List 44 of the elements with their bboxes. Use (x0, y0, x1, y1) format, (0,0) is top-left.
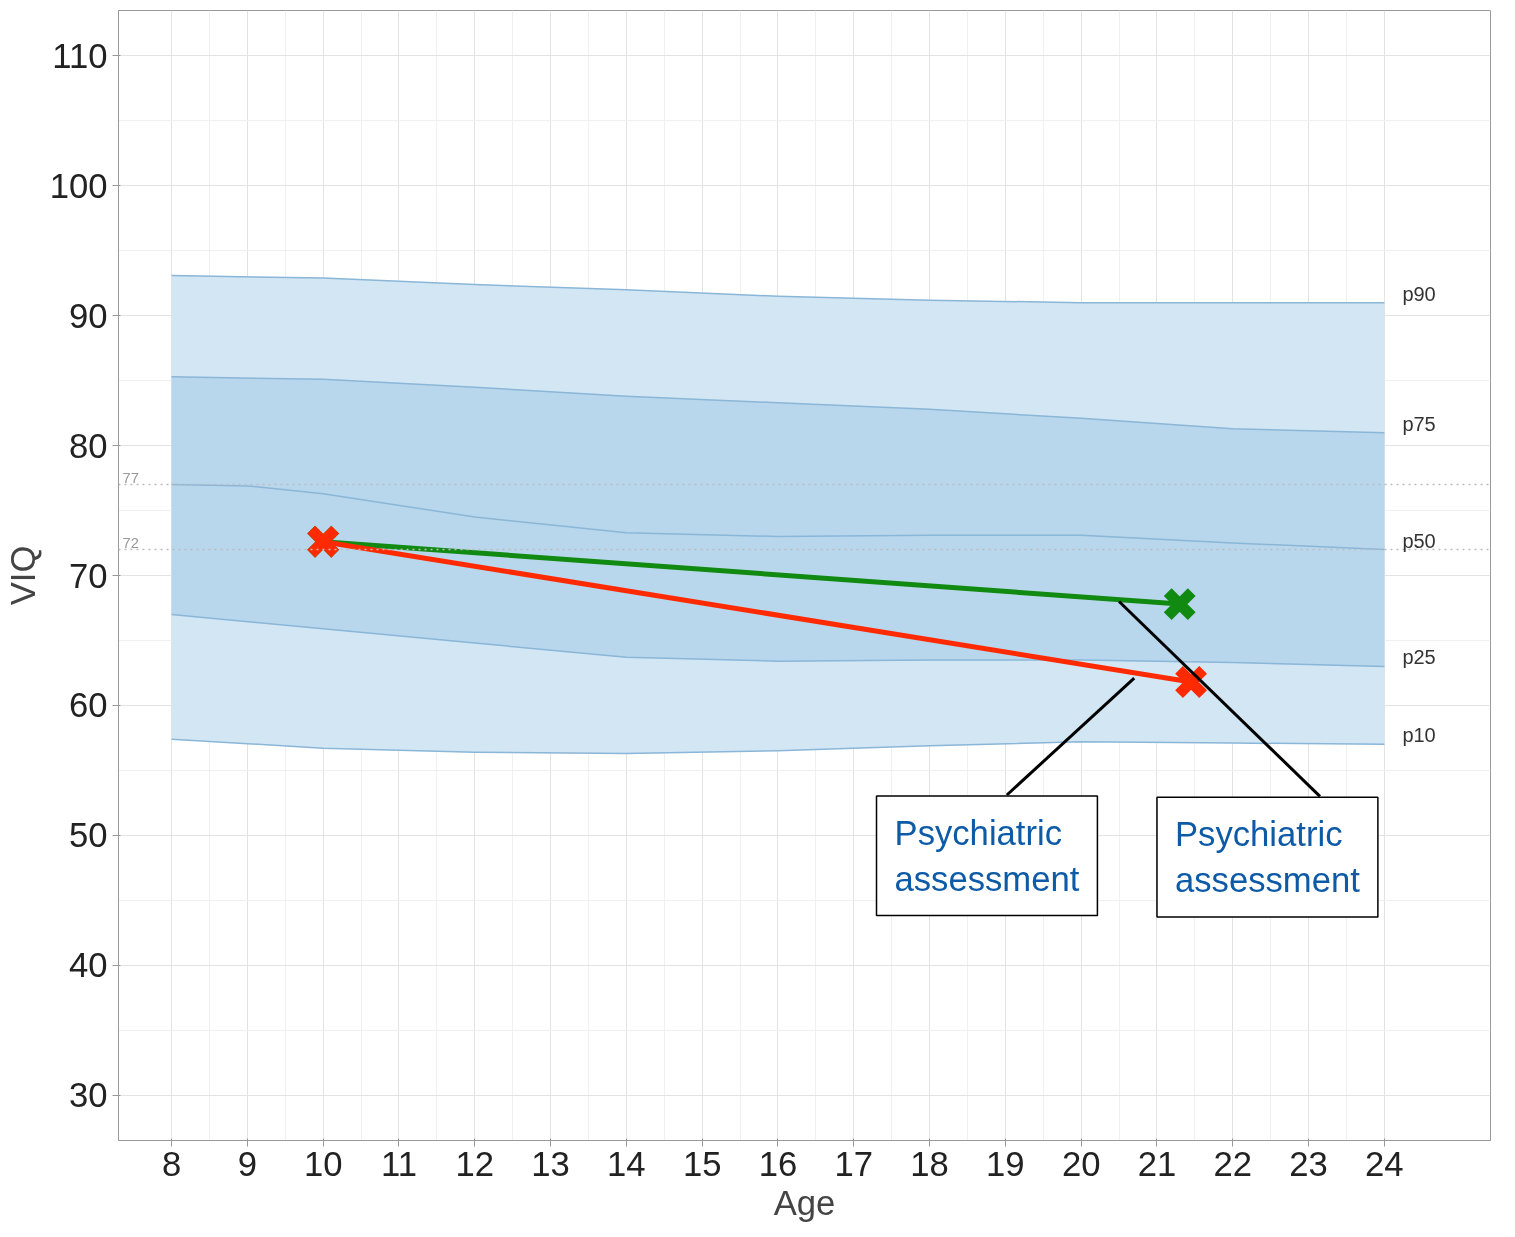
x-tick-label: 12 (455, 1144, 495, 1183)
line-series (170, 738, 1386, 755)
x-tick-label: 16 (758, 1144, 798, 1183)
y-tick-label: 30 (68, 1076, 108, 1115)
x-tick-label: 13 (531, 1144, 570, 1183)
x-tick-label: 19 (986, 1144, 1025, 1183)
ref-line-label: 72 (122, 534, 139, 551)
x-tick-label: 15 (682, 1144, 722, 1183)
line-series (170, 613, 1386, 668)
x-axis-title: Age (773, 1183, 836, 1222)
x-tick-label: 11 (380, 1144, 417, 1183)
point (1173, 664, 1209, 700)
y-tick-label: 100 (49, 166, 108, 205)
series-label: p90 (1402, 282, 1436, 305)
x-tick-label: 23 (1289, 1144, 1328, 1183)
y-axis-title: VIQ (3, 545, 42, 606)
y-tick-label: 70 (68, 556, 108, 595)
x-tick-label: 18 (910, 1144, 949, 1183)
line-series (170, 483, 1386, 551)
x-tick-label: 21 (1137, 1144, 1177, 1183)
y-tick-label: 90 (68, 296, 108, 335)
x-tick-label: 20 (1061, 1144, 1101, 1183)
x-tick-label: 14 (607, 1144, 646, 1183)
y-tick-label: 110 (52, 36, 108, 75)
line-series (170, 376, 1386, 434)
x-tick-label: 9 (237, 1144, 258, 1183)
series-label: p25 (1402, 646, 1436, 669)
point (1162, 586, 1198, 622)
y-tick-label: 80 (68, 426, 108, 465)
y-tick-label: 60 (68, 686, 108, 725)
series-label: p10 (1402, 724, 1436, 747)
x-tick-label: 22 (1213, 1144, 1253, 1183)
series-label: p75 (1402, 412, 1436, 435)
x-tick-label: 24 (1365, 1144, 1404, 1183)
annotation: Psychiatric assessment (1174, 815, 1361, 899)
x-tick-label: 8 (161, 1144, 182, 1183)
x-tick-label: 17 (834, 1144, 874, 1183)
line-series (170, 274, 1386, 304)
x-tick-label: 10 (303, 1144, 343, 1183)
y-tick-label: 40 (68, 946, 108, 985)
series-label: p50 (1402, 529, 1436, 552)
y-tick-label: 50 (68, 816, 108, 855)
ref-line-label: 77 (122, 469, 139, 486)
annotation: Psychiatric assessment (894, 814, 1080, 898)
